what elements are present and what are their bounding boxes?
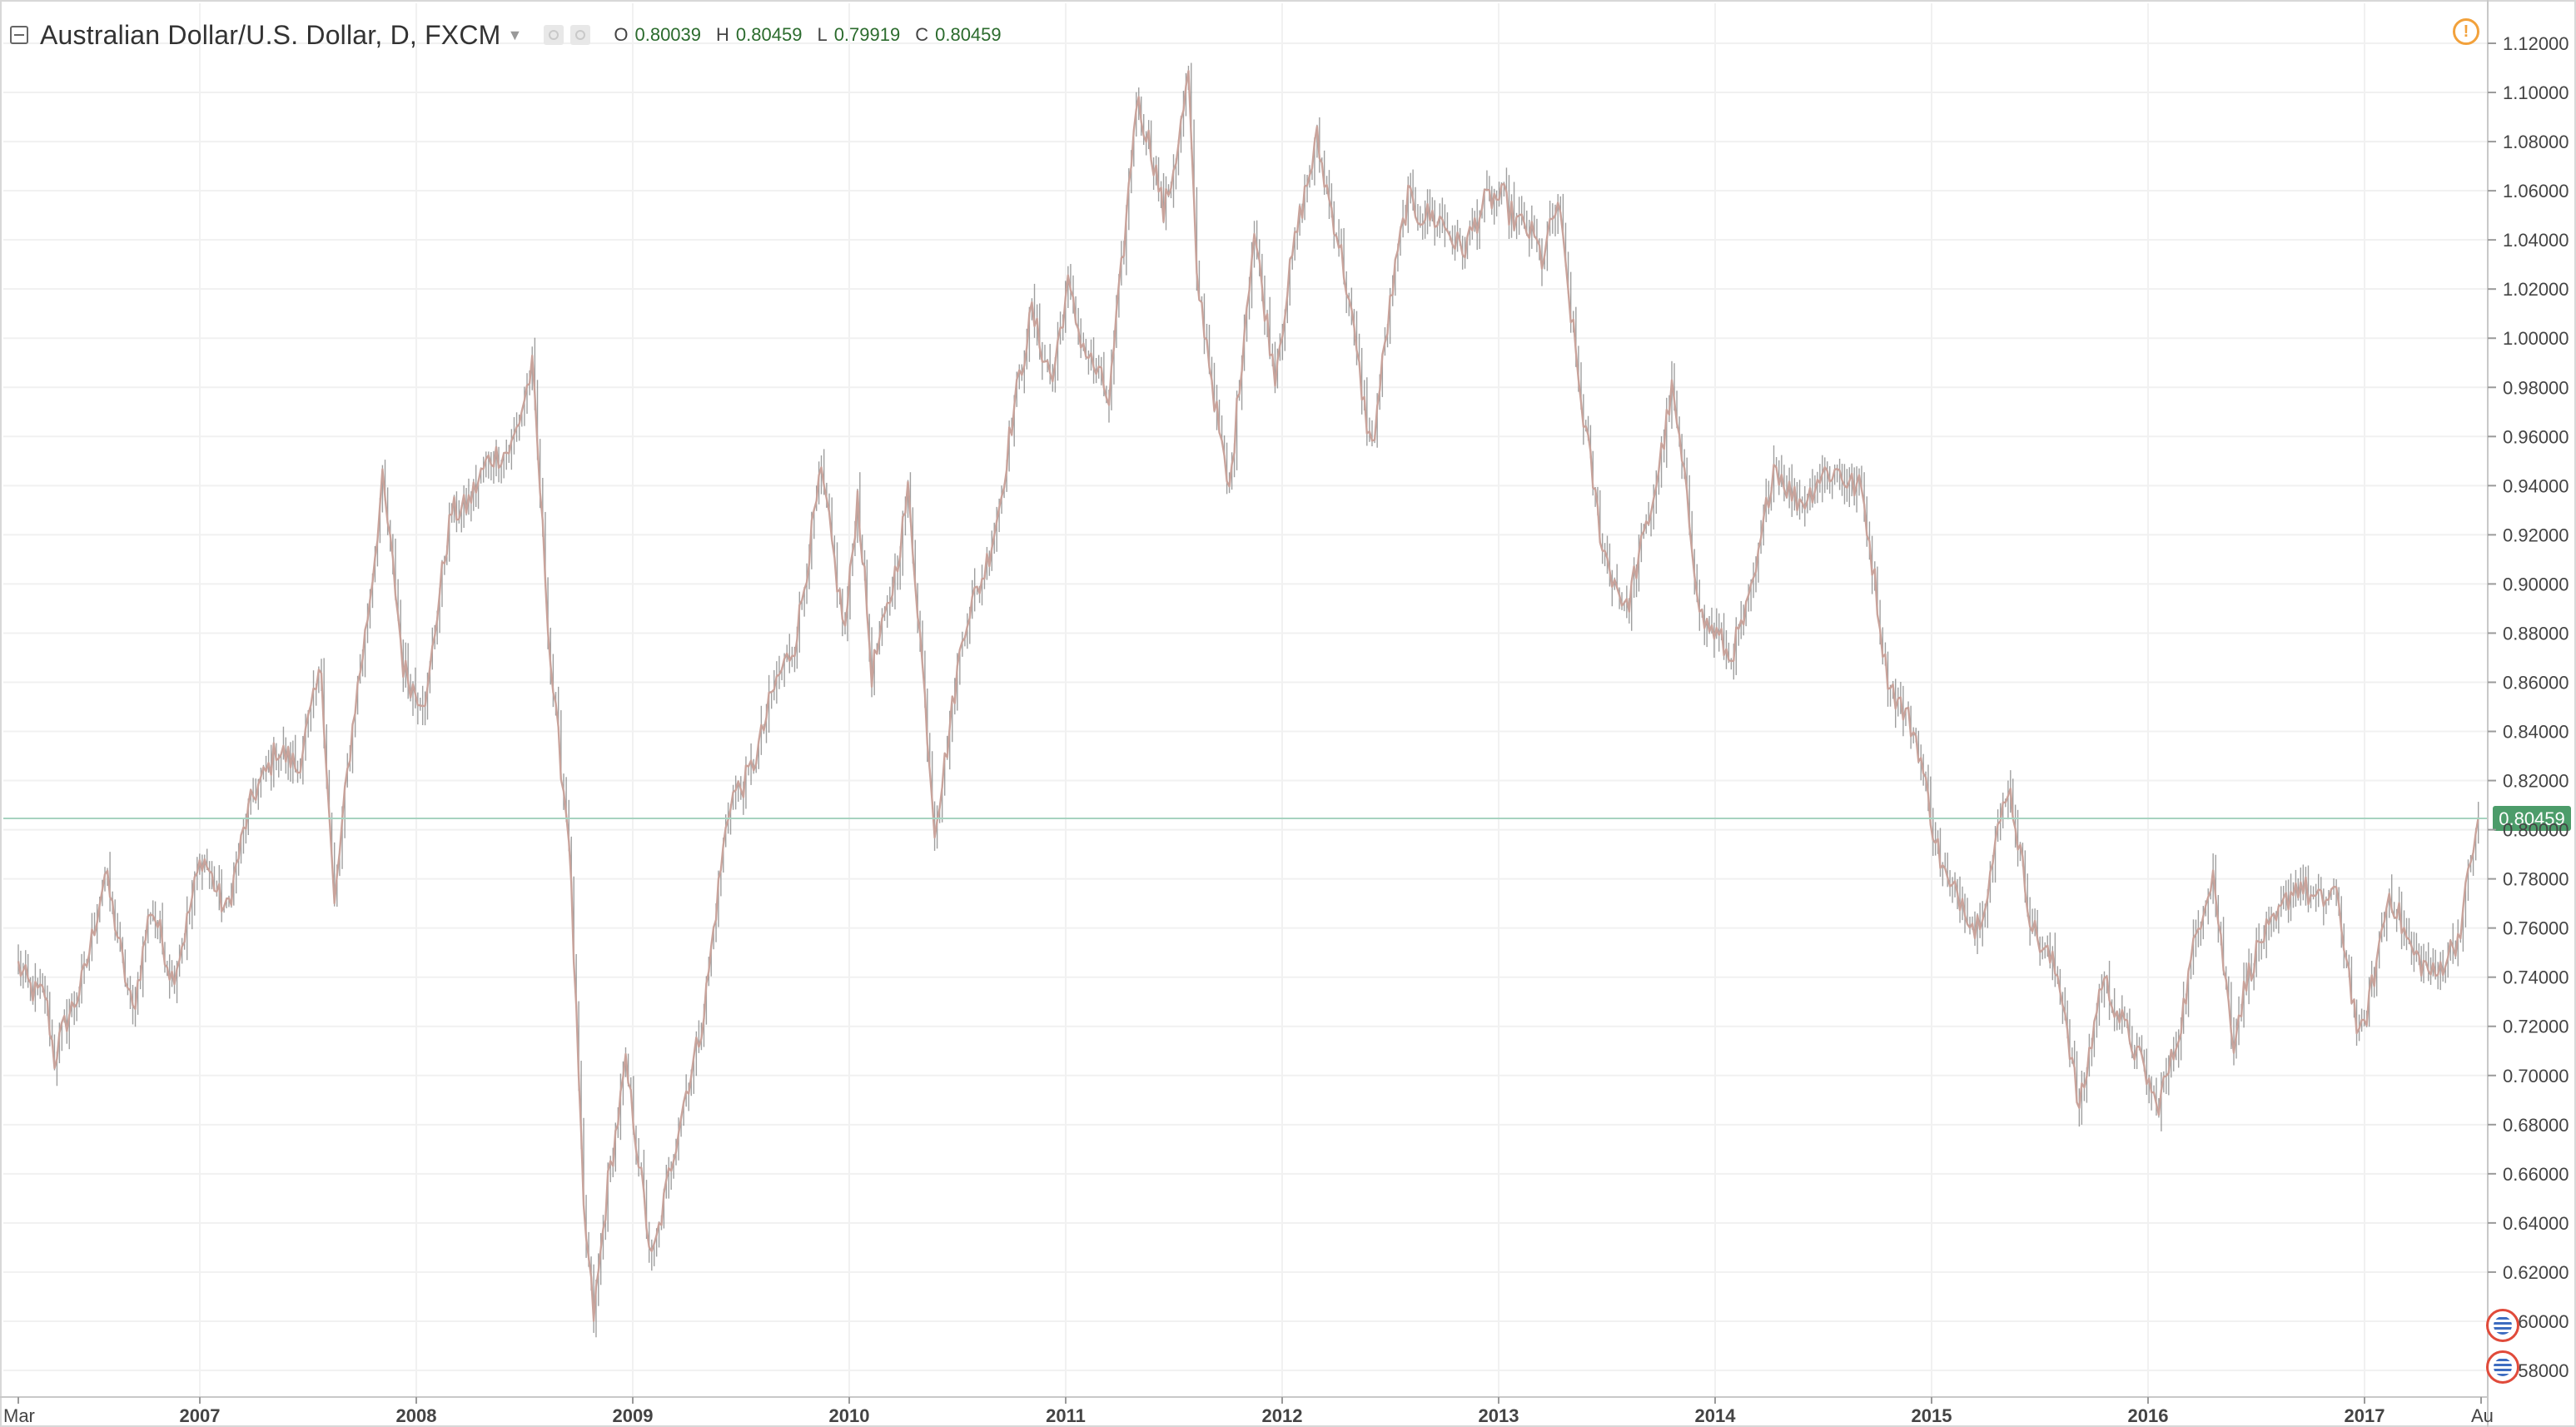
y-tick-label: 0.62000 [2503, 1262, 2569, 1283]
y-tick-label: 0.64000 [2503, 1213, 2569, 1234]
low-value: 0.79919 [833, 24, 901, 45]
settings-icon[interactable] [570, 25, 591, 45]
x-tick-label: 2013 [1479, 1405, 1519, 1426]
x-tick-label: 2009 [613, 1405, 654, 1426]
eye-icon[interactable] [544, 25, 564, 45]
y-tick-label: 0.82000 [2503, 771, 2569, 792]
last-price: 0.80459 [3, 806, 2571, 832]
exclamation-circle-icon[interactable]: ! [2453, 18, 2479, 45]
y-tick-label: 0.96000 [2503, 426, 2569, 447]
y-tick-label: 1.02000 [2503, 279, 2569, 300]
x-tick-label: 2010 [829, 1405, 870, 1426]
ohlc-values: O 0.80039 H 0.80459 L 0.79919 C 0.80459 [614, 24, 1016, 46]
high-key: H [716, 24, 729, 45]
y-tick-label: 0.88000 [2503, 623, 2569, 644]
x-tick-label: 2017 [2345, 1405, 2385, 1426]
chart-legend: Australian Dollar/U.S. Dollar, D, FXCM ▼… [10, 15, 1017, 55]
y-tick-label: 0.80000 [2503, 820, 2569, 841]
y-tick-label: 0.76000 [2503, 918, 2569, 939]
y-tick-label: 1.08000 [2503, 132, 2569, 152]
y-tick-label: 0.78000 [2503, 869, 2569, 890]
candlesticks [17, 62, 2479, 1338]
x-tick-label: 2014 [1695, 1405, 1737, 1426]
open-key: O [614, 24, 629, 45]
x-tick-label: 2016 [2128, 1405, 2169, 1426]
minus-square-icon[interactable] [10, 26, 28, 44]
y-tick-label: 1.12000 [2503, 33, 2569, 54]
y-tick-label: 1.10000 [2503, 82, 2569, 103]
price-series-line [17, 70, 2479, 1322]
price-line [17, 70, 2479, 1322]
y-tick-label: 0.98000 [2503, 377, 2569, 398]
y-tick-label: 1.00000 [2503, 328, 2569, 349]
y-tick-label: 0.92000 [2503, 525, 2569, 545]
chevron-down-icon[interactable]: ▼ [507, 26, 523, 43]
y-tick-label: 1.04000 [2503, 230, 2569, 251]
high-value: 0.80459 [735, 24, 803, 45]
x-tick-label: 2008 [396, 1405, 437, 1426]
x-tick-label: 2007 [180, 1405, 221, 1426]
grid [3, 3, 2488, 1397]
y-tick-label: 0.70000 [2503, 1066, 2569, 1086]
x-axis[interactable]: Mar 2007 2008 2009 2010 2011 2012 2013 2014 2015 2… [0, 1396, 2494, 1426]
x-tick-label: 2015 [1912, 1405, 1952, 1426]
y-tick-label: 1.06000 [2503, 181, 2569, 201]
close-key: C [915, 24, 929, 45]
y-tick-label: 0.94000 [2503, 475, 2569, 496]
y-tick-label: 0.66000 [2503, 1164, 2569, 1185]
open-value: 0.80039 [634, 24, 702, 45]
y-tick-label: 0.90000 [2503, 574, 2569, 594]
y-tick-label: 0.86000 [2503, 672, 2569, 693]
y-axis[interactable]: 1.12000 1.10000 1.08000 1.06000 1.04000 1.020… [2487, 0, 2569, 1427]
x-tick-label: Au [2471, 1405, 2494, 1426]
low-key: L [817, 24, 828, 45]
y-tick-label: 0.68000 [2503, 1115, 2569, 1136]
y-tick-label: 0.74000 [2503, 967, 2569, 988]
us-flag-event-icon[interactable] [2486, 1309, 2519, 1342]
x-tick-label: Mar [3, 1405, 35, 1426]
y-tick-label: 0.84000 [2503, 722, 2569, 743]
x-tick-label: 2012 [1262, 1405, 1303, 1426]
x-tick-label: 2011 [1046, 1405, 1086, 1426]
close-value: 0.80459 [935, 24, 1002, 45]
y-tick-label: 0.72000 [2503, 1017, 2569, 1037]
last-price-badge [2493, 806, 2571, 832]
last-price-label: 0.80459 [2499, 808, 2565, 829]
symbol-title[interactable]: Australian Dollar/U.S. Dollar, D, FXCM [40, 19, 501, 50]
us-flag-event-icon[interactable] [2486, 1350, 2519, 1384]
